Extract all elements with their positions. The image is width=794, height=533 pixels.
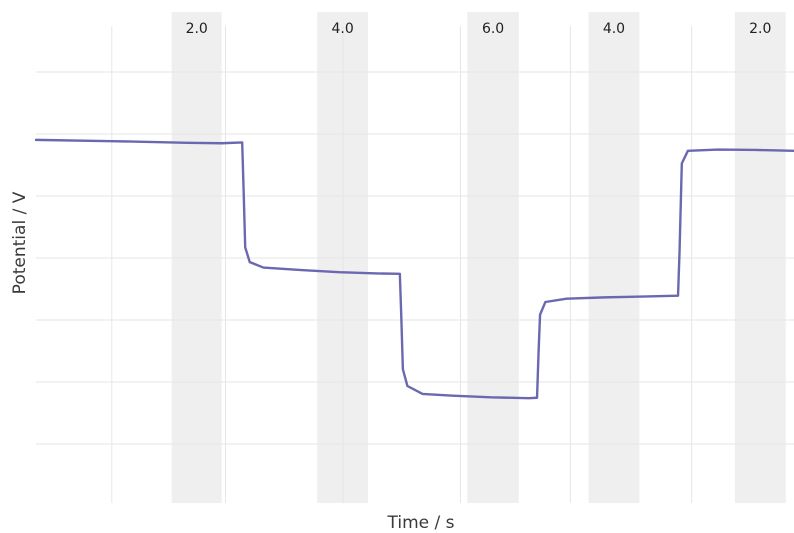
series-line (34, 138, 794, 400)
y-axis-title: Potential / V (10, 191, 30, 294)
series-layer (34, 138, 794, 400)
band-label: 6.0 (482, 21, 504, 37)
grid-layer (36, 26, 794, 503)
band-label: 2.0 (749, 21, 771, 37)
band-label: 2.0 (186, 21, 208, 37)
band-label: 4.0 (603, 21, 625, 37)
x-axis-title: Time / s (387, 513, 455, 533)
band-label: 4.0 (331, 21, 353, 37)
band-labels-layer: 2.0 4.0 6.0 4.0 2.0 (186, 21, 772, 37)
